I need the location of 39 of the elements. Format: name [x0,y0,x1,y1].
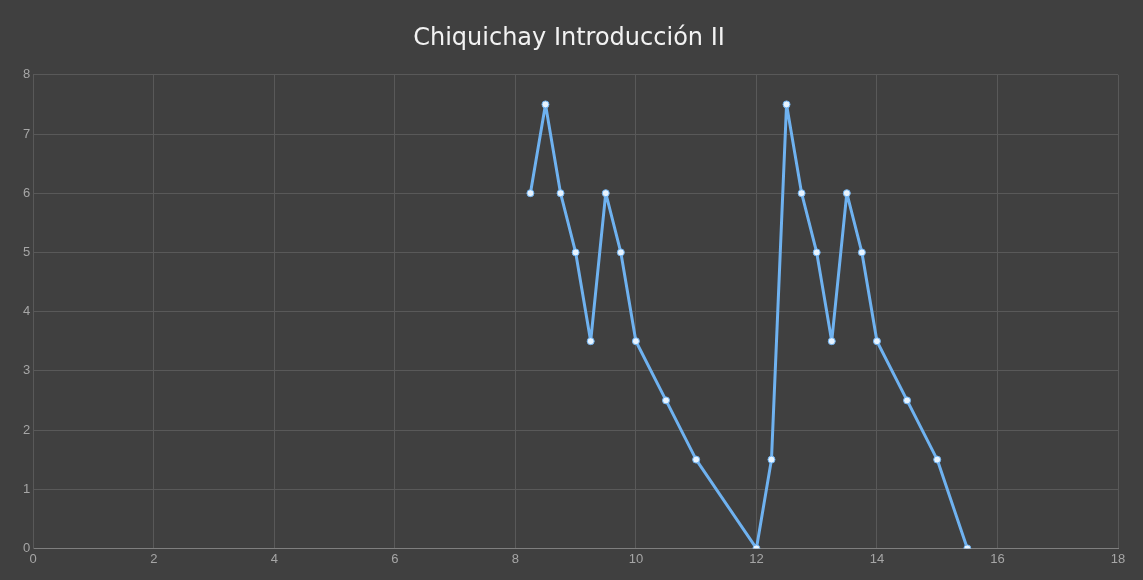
point [797,189,806,198]
y-tick-label: 7 [23,125,31,141]
point [571,248,580,257]
point [842,189,851,198]
x-tick-label: 14 [869,550,885,566]
y-tick-label: 6 [23,184,31,200]
point [872,337,881,346]
point [782,100,791,109]
x-tick-label: 4 [270,550,278,566]
x-tick-label: 6 [391,550,399,566]
x-tick-label: 2 [150,550,158,566]
point [601,189,610,198]
y-tick-label: 0 [23,539,31,555]
x-tick-label: 18 [1110,550,1126,566]
y-tick-label: 5 [23,243,31,259]
point [827,337,836,346]
x-tick-label: 12 [749,550,764,566]
x-tick-label: 10 [628,550,644,566]
y-tick-label: 1 [23,480,31,496]
x-tick-label: 8 [511,550,519,566]
y-tick-label: 8 [23,66,31,82]
point [903,396,912,405]
point [526,189,535,198]
point [616,248,625,257]
point [857,248,866,257]
point [692,455,701,464]
point [631,337,640,346]
point [586,337,595,346]
y-tick-label: 4 [23,303,31,319]
y-tick-label: 3 [23,362,31,378]
y-tick-label: 2 [23,421,31,437]
point [767,455,776,464]
point [556,189,565,198]
x-tick-label: 16 [990,550,1005,566]
chart-title: Chiquichay Introducción II [413,22,725,51]
point [812,248,821,257]
point [933,455,942,464]
point [662,396,671,405]
point [541,100,550,109]
